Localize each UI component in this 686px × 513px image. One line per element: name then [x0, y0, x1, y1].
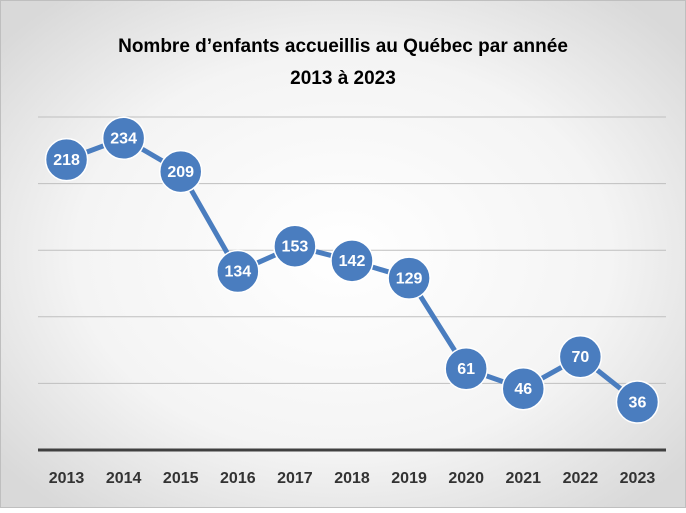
x-tick-label: 2013: [49, 470, 85, 487]
data-label: 234: [110, 131, 137, 148]
data-point: [273, 224, 317, 268]
data-point: [615, 380, 660, 424]
data-label: 218: [53, 152, 80, 169]
x-tick-label: 2015: [163, 470, 199, 487]
chart-subtitle: 2013 à 2023: [290, 68, 396, 89]
data-label: 46: [514, 381, 532, 398]
data-label: 36: [629, 394, 647, 411]
chart-title: Nombre d’enfants accueillis au Québec pa…: [118, 36, 568, 57]
x-tick-label: 2021: [505, 470, 541, 487]
data-point: [101, 116, 146, 161]
data-point: [216, 249, 260, 294]
x-tick-label: 2020: [448, 470, 484, 487]
x-tick-label: 2022: [563, 470, 599, 487]
x-tick-label: 2023: [620, 470, 656, 487]
data-point: [387, 256, 431, 300]
data-label: 153: [282, 238, 309, 255]
data-label: 142: [339, 253, 366, 270]
data-label: 134: [224, 264, 251, 281]
data-point: [501, 366, 546, 411]
data-label: 209: [167, 164, 194, 181]
data-point: [158, 149, 203, 194]
data-point: [44, 137, 89, 182]
data-point: [330, 239, 374, 283]
data-label: 61: [457, 361, 475, 378]
data-label: 70: [571, 349, 589, 366]
data-point: [558, 335, 603, 379]
data-label: 129: [396, 270, 423, 287]
x-tick-label: 2017: [277, 470, 313, 487]
data-point: [444, 346, 488, 391]
x-tick-label: 2014: [106, 470, 142, 487]
x-tick-label: 2019: [391, 470, 427, 487]
x-tick-label: 2016: [220, 470, 256, 487]
x-tick-label: 2018: [334, 470, 370, 487]
